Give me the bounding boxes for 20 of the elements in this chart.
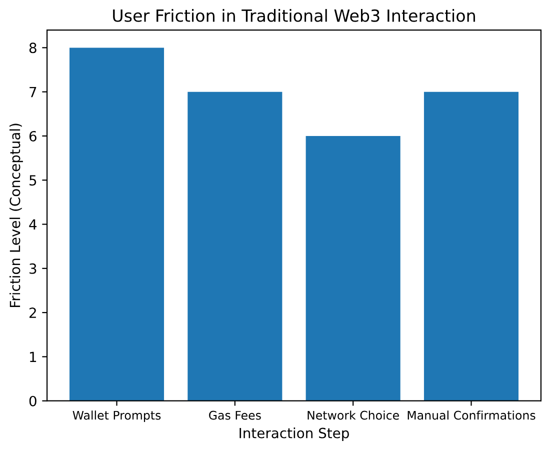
y-tick-label: 8 (29, 42, 36, 54)
y-axis-title: Friction Level (Conceptual) (9, 124, 23, 307)
x-axis-title: Interaction Step (240, 428, 349, 441)
y-tick-label: 3 (30, 263, 36, 274)
chart-title: User Friction in Traditional Web3 Interaction (113, 9, 475, 22)
x-tick-label: Network Choice (308, 410, 399, 420)
y-tick-label: 1 (30, 352, 36, 362)
x-tick-label: Wallet Prompts (72, 410, 161, 422)
bar (188, 92, 282, 401)
y-tick-label: 2 (30, 308, 36, 318)
x-tick-label: Manual Confirmations (408, 410, 536, 420)
bar (69, 48, 164, 401)
bar (424, 92, 519, 401)
y-tick-label: 0 (29, 396, 36, 406)
y-tick-label: 7 (30, 86, 36, 98)
x-tick-label: Gas Fees (209, 410, 261, 420)
y-tick-label: 4 (29, 219, 37, 230)
y-tick-label: 5 (30, 175, 36, 186)
bar (306, 136, 400, 401)
y-tick-label: 6 (29, 130, 36, 142)
